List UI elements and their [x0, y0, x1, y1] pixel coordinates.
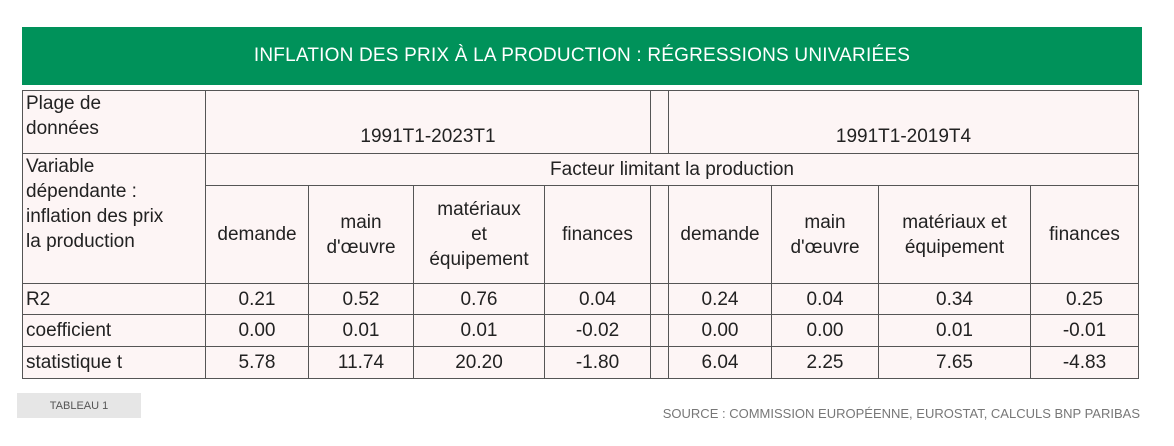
- separator: [650, 90, 669, 154]
- factor-group-header: Facteur limitant la production: [205, 153, 1139, 186]
- table-title: INFLATION DES PRIX À LA PRODUCTION : RÉG…: [22, 27, 1142, 85]
- cell: 0.52: [308, 283, 414, 315]
- separator: [650, 314, 669, 347]
- cell: 7.65: [878, 346, 1031, 379]
- cell: -4.83: [1030, 346, 1139, 379]
- cell: 20.20: [413, 346, 545, 379]
- cell: 0.01: [878, 314, 1031, 347]
- col-header: finances: [1030, 185, 1139, 284]
- cell: 6.04: [668, 346, 772, 379]
- table-row: coefficient 0.00 0.01 0.01 -0.02 0.00 0.00 0.…: [22, 314, 1139, 347]
- range-label: Plage de données: [22, 90, 206, 154]
- col-header: demande: [668, 185, 772, 284]
- dependent-variable-label: Variable dépendante : inflation des prix la…: [22, 153, 206, 284]
- col-header: demande: [205, 185, 309, 284]
- cell: 0.00: [205, 314, 309, 347]
- table-row: R2 0.21 0.52 0.76 0.04 0.24 0.04 0.34 0.25: [22, 283, 1139, 315]
- row-label: statistique t: [22, 346, 206, 379]
- cell: 0.34: [878, 283, 1031, 315]
- cell: 0.00: [771, 314, 879, 347]
- cell: -0.01: [1030, 314, 1139, 347]
- cell: 11.74: [308, 346, 414, 379]
- range-row: Plage de données 1991T1-2023T1 1991T1-201…: [22, 90, 1139, 154]
- cell: 0.21: [205, 283, 309, 315]
- col-header: main d'œuvre: [771, 185, 879, 284]
- col-header: finances: [544, 185, 651, 284]
- cell: 0.25: [1030, 283, 1139, 315]
- separator: [650, 346, 669, 379]
- cell: 0.24: [668, 283, 772, 315]
- range-2: 1991T1-2019T4: [668, 90, 1139, 154]
- regression-table: Plage de données 1991T1-2023T1 1991T1-201…: [22, 90, 1139, 379]
- cell: 0.04: [771, 283, 879, 315]
- cell: 5.78: [205, 346, 309, 379]
- cell: -1.80: [544, 346, 651, 379]
- cell: 0.01: [413, 314, 545, 347]
- cell: 0.76: [413, 283, 545, 315]
- column-header-row: demande main d'œuvre matériaux et équipemen…: [23, 185, 1139, 284]
- table-row: statistique t 5.78 11.74 20.20 -1.80 6.04 2.…: [22, 346, 1139, 379]
- row-label: coefficient: [22, 314, 206, 347]
- separator: [650, 283, 669, 315]
- cell: -0.02: [544, 314, 651, 347]
- col-header: main d'œuvre: [308, 185, 414, 284]
- source-note: SOURCE : COMMISSION EUROPÉENNE, EUROSTAT…: [662, 406, 1140, 421]
- cell: 2.25: [771, 346, 879, 379]
- cell: 0.04: [544, 283, 651, 315]
- range-1: 1991T1-2023T1: [205, 90, 651, 154]
- row-label: R2: [22, 283, 206, 315]
- group-row: Variable dépendante : inflation des prix la…: [22, 153, 1139, 284]
- col-header: matériaux et équipement: [878, 185, 1031, 284]
- table-number-tag: TABLEAU 1: [17, 393, 141, 418]
- cell: 0.01: [308, 314, 414, 347]
- col-header: matériaux et équipement: [413, 185, 545, 284]
- separator: [650, 185, 669, 284]
- cell: 0.00: [668, 314, 772, 347]
